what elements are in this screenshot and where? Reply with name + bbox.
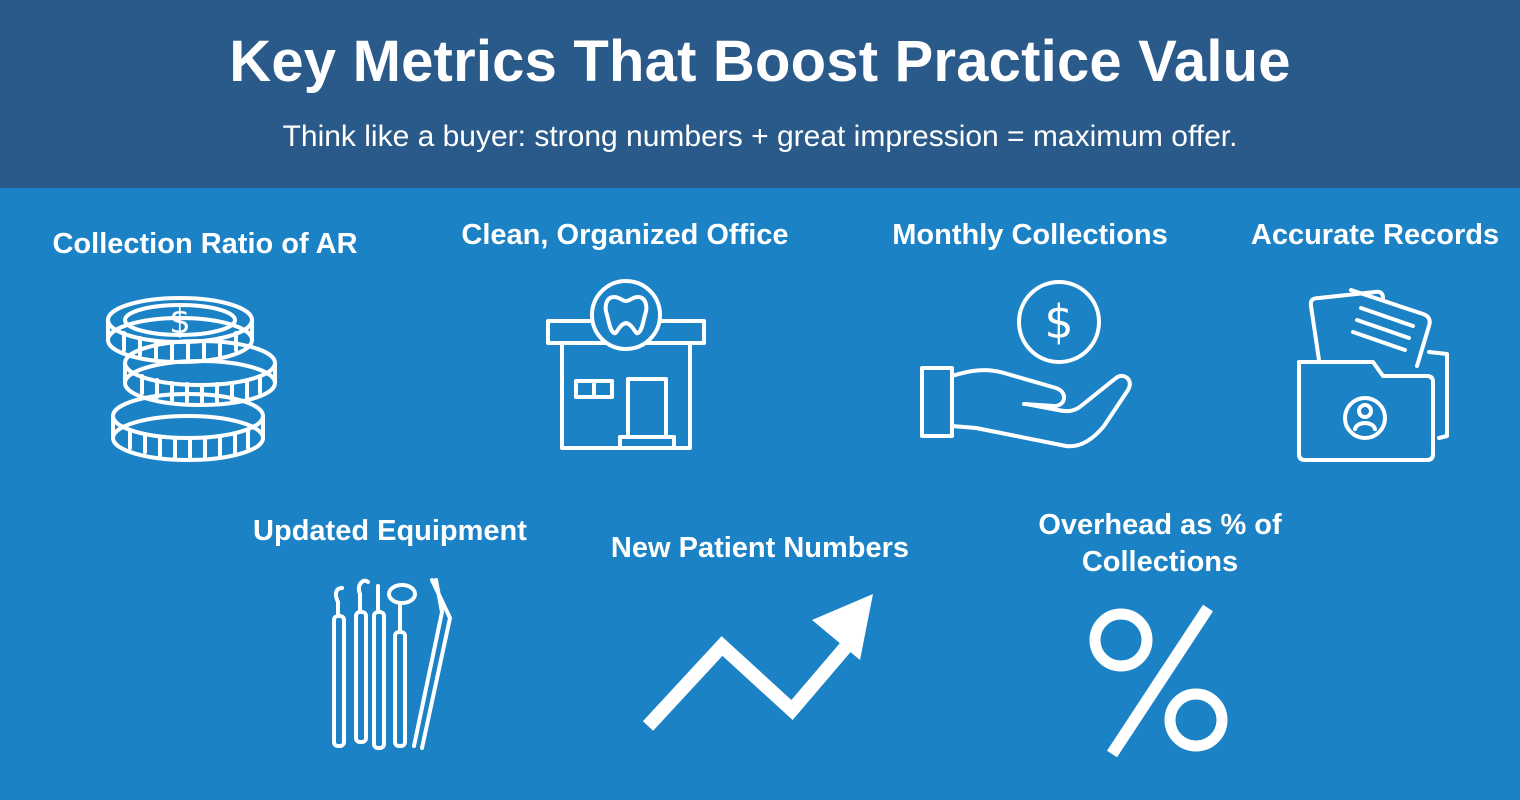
metric-label-overhead: Overhead as % of Collections	[1038, 509, 1282, 578]
metric-label-accurate-records: Accurate Records	[1250, 219, 1500, 251]
metric-label-collection-ratio: Collection Ratio of AR	[52, 228, 358, 260]
trend-up-arrow-icon	[642, 594, 873, 731]
metric-label-clean-office: Clean, Organized Office	[461, 219, 789, 251]
hand-holding-dollar-icon: $	[920, 280, 1132, 449]
svg-text:$: $	[1044, 295, 1073, 349]
page-subtitle: Think like a buyer: strong numbers + gre…	[282, 120, 1238, 153]
dental-office-icon	[546, 279, 706, 450]
page-title: Key Metrics That Boost Practice Value	[229, 29, 1291, 94]
metric-label-new-patient-numbers: New Patient Numbers	[610, 532, 910, 564]
patient-folder-icon	[1297, 288, 1449, 462]
metric-label-monthly-collections: Monthly Collections	[892, 219, 1168, 251]
dental-tools-icon	[332, 578, 452, 750]
header-banner: Key Metrics That Boost Practice Value Th…	[0, 0, 1520, 188]
svg-text:$: $	[169, 302, 191, 342]
percent-icon	[1089, 604, 1228, 758]
metric-label-updated-equipment: Updated Equipment	[253, 515, 527, 547]
coin-stack-icon: $	[106, 296, 277, 462]
